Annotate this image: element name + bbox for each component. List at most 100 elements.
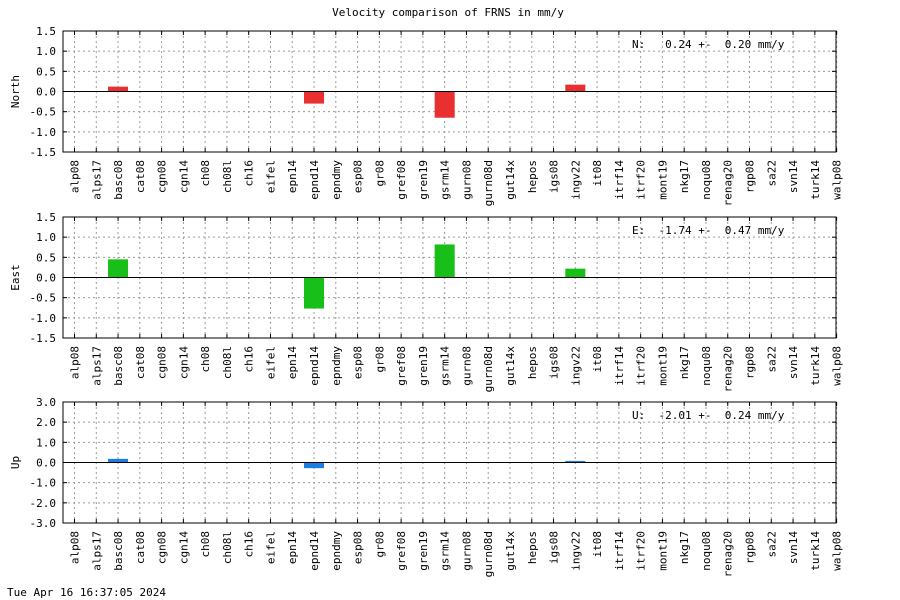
east-xtick-label: hepos	[526, 346, 539, 379]
east-xtick-label: ch16	[243, 346, 256, 373]
east-bar-basc08	[108, 259, 129, 278]
north-xtick-label: ch16	[243, 160, 256, 187]
east-xtick-label: it08	[591, 346, 604, 373]
up-xtick-label: rgp08	[744, 531, 757, 564]
north-xtick-label: igs08	[548, 160, 561, 193]
east-xtick-label: ingv22	[569, 346, 582, 386]
up-panel: 3.0 2.0 1.0 0.0 -1.0 -2.0 -3.0 alp08 alps17 basc0…	[9, 396, 844, 577]
east-xtick-label: svn14	[787, 346, 800, 379]
up-ytick-label: -2.0	[30, 497, 57, 510]
east-ytick-label: 1.5	[36, 211, 56, 224]
north-stats-annotation: N: 0.24 +- 0.20 mm/y	[632, 38, 785, 51]
north-xtick-label: alps17	[90, 160, 103, 200]
north-xtick-label: gren19	[417, 160, 430, 200]
north-bar-ingv22	[565, 84, 586, 92]
up-xtick-label: hepos	[526, 531, 539, 564]
east-xtick-label: turk14	[809, 346, 822, 386]
east-xtick-label: cgn08	[156, 346, 169, 379]
north-xtick-label: itrf20	[635, 160, 648, 200]
east-xtick-label: basc08	[112, 346, 125, 386]
east-tick-labels: 1.5 1.0 0.5 0.0 -0.5 -1.0 -1.5 alp08 alps17 basc0…	[30, 211, 844, 392]
north-ytick-label: 0.5	[36, 65, 56, 78]
north-xtick-label: ch08	[199, 160, 212, 187]
up-xtick-label: ch08l	[221, 531, 234, 564]
up-xtick-label: gurn08d	[482, 531, 495, 577]
east-xtick-label: igs08	[548, 346, 561, 379]
east-xtick-label: epn14	[286, 346, 299, 379]
north-xtick-label: gref08	[395, 160, 408, 200]
east-xtick-label: gref08	[395, 346, 408, 386]
north-ytick-label: -0.5	[30, 106, 57, 119]
east-xtick-label: gurn08d	[482, 346, 495, 392]
timestamp-footer: Tue Apr 16 16:37:05 2024	[7, 586, 166, 599]
north-ytick-label: 1.0	[36, 45, 56, 58]
east-xtick-label: nkg17	[678, 346, 691, 379]
north-xtick-label: sa22	[765, 160, 778, 187]
north-xtick-label: cat08	[134, 160, 147, 193]
up-ytick-label: 0.0	[36, 457, 56, 470]
north-panel: 1.5 1.0 0.5 0.0 -0.5 -1.0 -1.5 alp08 alps17 basc0…	[9, 25, 844, 206]
east-plot-border	[62, 216, 837, 339]
east-xtick-label: renag20	[722, 346, 735, 392]
east-bar-gsrm14	[434, 244, 455, 278]
north-xtick-label: it08	[591, 160, 604, 187]
east-xtick-label: gurn08	[460, 346, 473, 386]
up-xtick-label: cgn08	[156, 531, 169, 564]
east-ytick-label: -1.0	[30, 312, 57, 325]
up-xtick-label: ingv22	[569, 531, 582, 571]
north-plot-border	[62, 30, 837, 153]
north-xtick-label: esp08	[352, 160, 365, 193]
north-xtick-label: ch08l	[221, 160, 234, 193]
north-xtick-label: cgn14	[177, 160, 190, 193]
up-xtick-label: itrf20	[635, 531, 648, 571]
north-ytick-label: -1.5	[30, 146, 57, 159]
up-ytick-label: 2.0	[36, 416, 56, 429]
east-xtick-label: alp08	[69, 346, 82, 379]
east-xtick-label: gut14x	[504, 346, 517, 386]
up-xtick-label: eifel	[264, 531, 277, 564]
up-xtick-label: gsrm14	[439, 531, 452, 571]
north-xtick-label: gsrm14	[439, 160, 452, 200]
north-xtick-label: epn14	[286, 160, 299, 193]
north-xtick-label: svn14	[787, 160, 800, 193]
east-stats-annotation: E: -1.74 +- 0.47 mm/y	[632, 224, 785, 237]
east-xtick-label: alps17	[90, 346, 103, 386]
up-xtick-label: sa22	[765, 531, 778, 558]
up-xtick-label: it08	[591, 531, 604, 558]
up-xtick-label: epnd14	[308, 531, 321, 571]
east-ytick-label: 0.5	[36, 251, 56, 264]
north-xtick-label: mont19	[656, 160, 669, 200]
up-xtick-label: gurn08	[460, 531, 473, 571]
up-xtick-label: svn14	[787, 531, 800, 564]
east-xtick-label: noqu08	[700, 346, 713, 386]
up-bar-epnd14	[304, 462, 325, 469]
north-xtick-label: epndmy	[330, 160, 343, 200]
north-bars	[108, 84, 586, 118]
up-xtick-label: gr08	[373, 531, 386, 558]
chart-panels: 1.5 1.0 0.5 0.0 -0.5 -1.0 -1.5 alp08 alps17 basc0…	[9, 25, 844, 577]
east-xtick-label: gr08	[373, 346, 386, 373]
up-stats-annotation: U: -2.01 +- 0.24 mm/y	[632, 409, 785, 422]
north-xtick-label: ingv22	[569, 160, 582, 200]
east-ytick-label: -1.5	[30, 332, 57, 345]
up-bar-basc08	[108, 458, 129, 463]
east-ytick-label: -0.5	[30, 292, 57, 305]
up-tick-labels: 3.0 2.0 1.0 0.0 -1.0 -2.0 -3.0 alp08 alps17 basc0…	[30, 396, 844, 577]
north-bar-basc08	[108, 86, 129, 92]
up-xtick-label: gren19	[417, 531, 430, 571]
north-xtick-label: renag20	[722, 160, 735, 206]
east-xtick-label: gren19	[417, 346, 430, 386]
north-xtick-label: epnd14	[308, 160, 321, 200]
north-xtick-label: eifel	[264, 160, 277, 193]
north-ytick-label: -1.0	[30, 126, 57, 139]
figure-title: Velocity comparison of FRNS in mm/y	[332, 6, 564, 19]
up-xtick-label: igs08	[548, 531, 561, 564]
up-xtick-label: gref08	[395, 531, 408, 571]
north-xtick-label: nkg17	[678, 160, 691, 193]
north-xtick-label: rgp08	[744, 160, 757, 193]
north-axis-label: North	[9, 75, 22, 108]
north-xtick-label: gut14x	[504, 160, 517, 200]
north-xtick-label: basc08	[112, 160, 125, 200]
east-axis-label: East	[9, 264, 22, 291]
